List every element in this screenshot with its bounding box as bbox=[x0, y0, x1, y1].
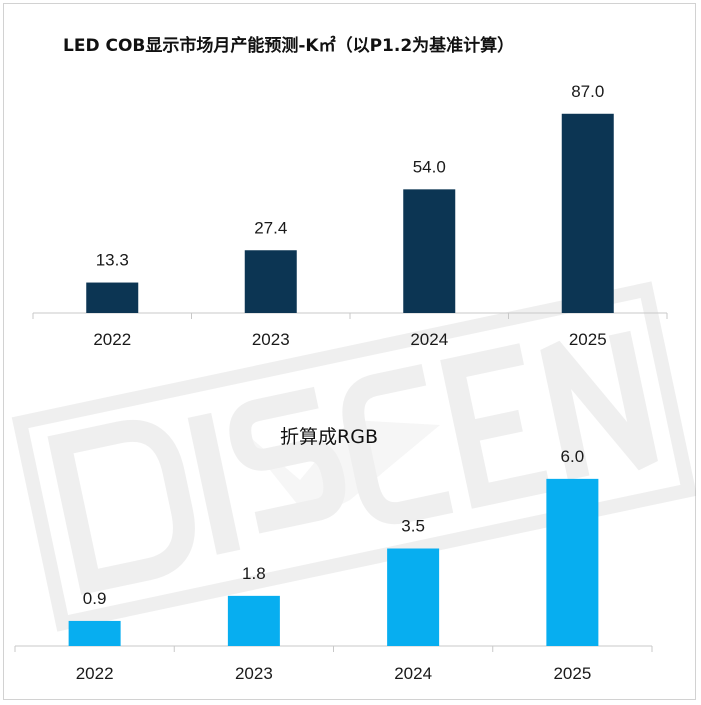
capacity-bar-2022 bbox=[86, 282, 139, 313]
capacity-bar-2025 bbox=[561, 113, 614, 314]
rgb-chart: 折算成RGB 0.9 1.8 3.5 6.0 2022 2023 2024 2025 bbox=[14, 426, 653, 683]
rgb-x-tick-label-2023: 2023 bbox=[235, 664, 273, 683]
rgb-x-tick-label-2022: 2022 bbox=[76, 664, 114, 683]
rgb-bar-2022 bbox=[68, 620, 121, 646]
rgb-value-label-2023: 1.8 bbox=[242, 564, 266, 583]
rgb-value-label-2025: 6.0 bbox=[561, 447, 585, 466]
capacity-bar-2024 bbox=[403, 189, 456, 313]
capacity-value-label-2024: 54.0 bbox=[413, 157, 446, 176]
rgb-value-label-2024: 3.5 bbox=[401, 517, 425, 536]
capacity-bar-2023 bbox=[244, 250, 297, 313]
rgb-chart-title: 折算成RGB bbox=[280, 426, 378, 448]
rgb-bar-2024 bbox=[387, 548, 440, 646]
capacity-value-label-2023: 27.4 bbox=[254, 218, 287, 237]
rgb-bar-2025 bbox=[546, 478, 599, 646]
rgb-value-label-2022: 0.9 bbox=[83, 589, 107, 608]
rgb-bar-2023 bbox=[227, 595, 280, 646]
capacity-value-label-2022: 13.3 bbox=[96, 251, 129, 270]
rgb-x-tick-label-2024: 2024 bbox=[394, 664, 432, 683]
capacity-x-tick-label-2024: 2024 bbox=[410, 330, 448, 349]
capacity-chart: LED COB显示市场月产能预测-K㎡（以P1.2为基准计算） 13.3 27.4… bbox=[32, 35, 668, 349]
capacity-x-tick-label-2023: 2023 bbox=[252, 330, 290, 349]
capacity-value-label-2025: 87.0 bbox=[571, 82, 604, 101]
capacity-x-tick-label-2022: 2022 bbox=[93, 330, 131, 349]
rgb-x-tick-label-2025: 2025 bbox=[553, 664, 591, 683]
capacity-x-tick-label-2025: 2025 bbox=[569, 330, 607, 349]
watermark-logo bbox=[11, 281, 696, 632]
capacity-chart-title: LED COB显示市场月产能预测-K㎡（以P1.2为基准计算） bbox=[63, 35, 514, 56]
